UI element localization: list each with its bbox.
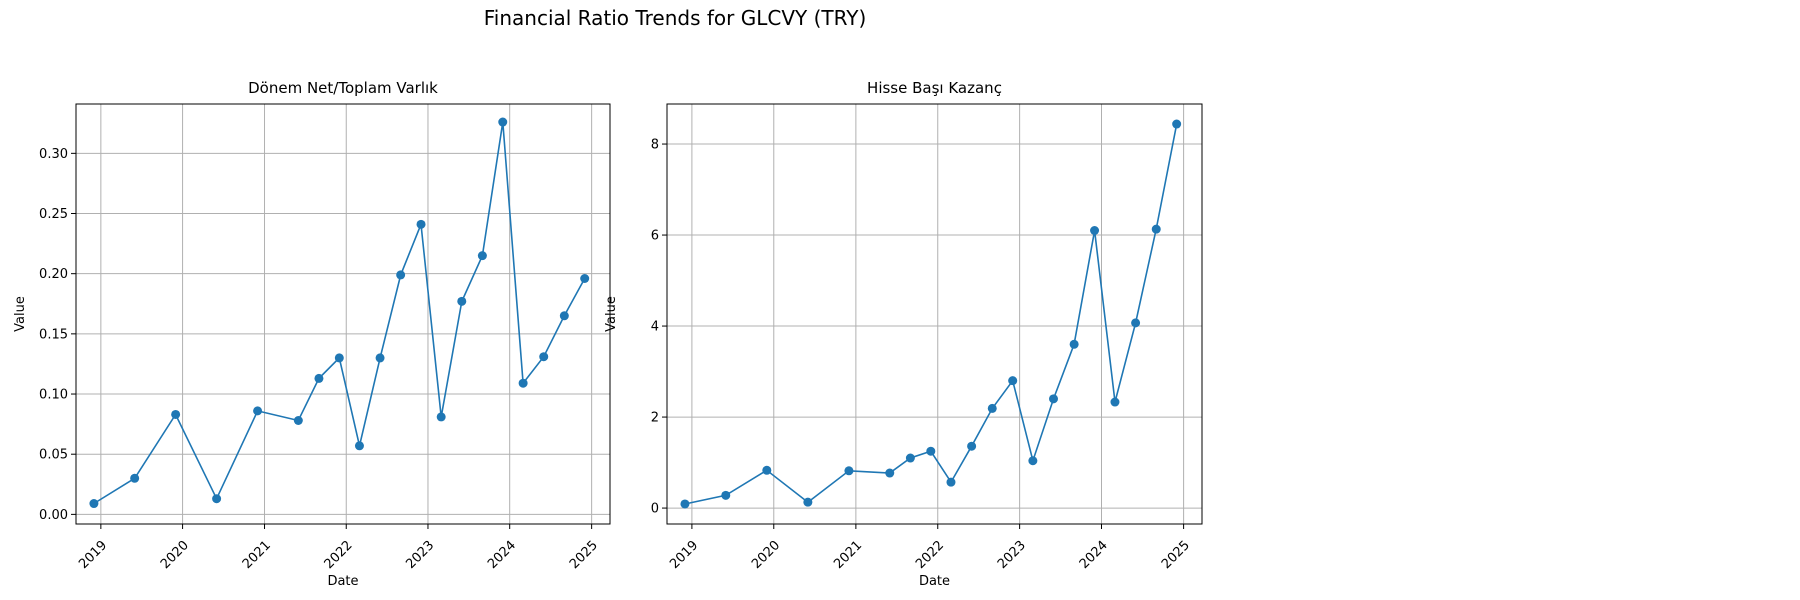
data-point — [946, 477, 956, 487]
y-tick-label: 0 — [651, 502, 659, 517]
data-point — [498, 117, 508, 127]
x-axis-label: Date — [919, 574, 950, 589]
figure-title: Financial Ratio Trends for GLCVY (TRY) — [483, 6, 867, 30]
y-tick-label: 8 — [651, 138, 659, 153]
data-point — [1008, 376, 1018, 386]
x-tick-label: 2022 — [913, 538, 947, 572]
data-point — [885, 468, 895, 478]
axes-frame — [75, 103, 611, 525]
y-tick-label: 0.15 — [39, 327, 68, 342]
data-point — [314, 373, 324, 383]
x-tick-label: 2019 — [667, 538, 701, 572]
data-point — [436, 412, 446, 422]
x-tick-label: 2023 — [403, 538, 437, 572]
data-point — [518, 378, 528, 388]
data-point — [844, 466, 854, 476]
subplot-title: Hisse Başı Kazanç — [867, 79, 1002, 97]
data-point — [354, 441, 364, 451]
data-point — [1151, 224, 1161, 234]
y-tick-label: 0.25 — [39, 207, 68, 222]
data-point — [559, 311, 569, 321]
y-tick-label: 6 — [651, 229, 659, 244]
data-point — [539, 352, 549, 362]
data-point — [416, 219, 426, 229]
series-line — [684, 123, 1178, 505]
data-point — [334, 353, 344, 363]
x-tick-label: 2019 — [76, 538, 110, 572]
data-point — [1090, 226, 1100, 236]
y-tick-label: 2 — [651, 411, 659, 426]
data-point — [253, 406, 263, 416]
data-point — [396, 270, 406, 280]
x-tick-label: 2025 — [567, 538, 601, 572]
x-tick-label: 2021 — [240, 538, 274, 572]
data-point — [1172, 119, 1182, 129]
x-tick-label: 2024 — [485, 538, 519, 572]
y-tick-label: 0.20 — [39, 267, 68, 282]
x-tick-label: 2020 — [749, 538, 783, 572]
y-tick-label: 4 — [651, 320, 659, 335]
data-point — [905, 453, 915, 463]
x-tick-label: 2020 — [158, 538, 192, 572]
data-point — [477, 251, 487, 261]
y-tick-label: 0.05 — [39, 448, 68, 463]
data-point — [1028, 456, 1038, 466]
data-point — [680, 499, 690, 509]
x-tick-label: 2022 — [322, 538, 356, 572]
data-point — [1049, 394, 1059, 404]
data-point — [987, 403, 997, 413]
y-axis-label: Value — [13, 296, 28, 332]
y-tick-label: 0.00 — [39, 508, 68, 523]
data-point — [171, 409, 181, 419]
series-line — [93, 121, 586, 505]
data-point — [130, 473, 140, 483]
data-point — [293, 416, 303, 426]
data-point — [721, 490, 731, 500]
data-point — [580, 273, 590, 283]
chart-panel-1: 2019 2020 2021 2022 2023 2024 2025 0.00 0.05 0.10… — [13, 79, 611, 589]
x-tick-label: 2024 — [1077, 538, 1111, 572]
data-point — [967, 441, 977, 451]
subplot-title: Dönem Net/Toplam Varlık — [248, 79, 438, 97]
data-point — [212, 494, 222, 504]
data-point — [926, 446, 936, 456]
data-point — [762, 465, 772, 475]
x-tick-label: 2023 — [995, 538, 1029, 572]
y-tick-label: 0.30 — [39, 147, 68, 162]
data-point — [375, 353, 385, 363]
data-point — [89, 499, 99, 509]
data-point — [1131, 318, 1141, 328]
axes-frame — [666, 103, 1203, 525]
data-point — [1110, 397, 1120, 407]
data-point — [457, 296, 467, 306]
x-tick-label: 2025 — [1159, 538, 1193, 572]
x-tick-label: 2021 — [831, 538, 865, 572]
x-axis-label: Date — [327, 574, 358, 589]
data-point — [803, 497, 813, 507]
data-point — [1069, 339, 1079, 349]
y-axis-label: Value — [604, 296, 619, 332]
chart-panel-2: 2019 2020 2021 2022 2023 2024 2025 0 2 4 6 8 Hisse B… — [604, 79, 1203, 589]
y-tick-label: 0.10 — [39, 388, 68, 403]
